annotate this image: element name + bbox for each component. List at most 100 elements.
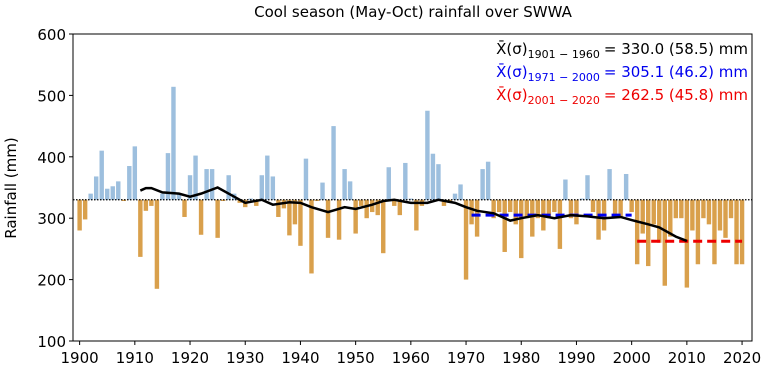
x-tick-label: 1910 xyxy=(116,349,154,367)
bar xyxy=(386,167,391,200)
bar xyxy=(143,199,149,211)
bar xyxy=(634,199,640,265)
bar xyxy=(491,199,496,219)
bar xyxy=(734,199,739,265)
bar xyxy=(739,199,745,265)
bar xyxy=(535,199,541,219)
bar xyxy=(165,153,171,200)
bar xyxy=(546,199,552,219)
bar xyxy=(93,176,99,200)
bar xyxy=(441,199,447,206)
bar xyxy=(463,199,469,280)
legend-entry: X̄(σ)1901 − 1960 = 330.0 (58.5) mm xyxy=(496,39,748,61)
bar xyxy=(563,179,568,200)
bar xyxy=(154,199,160,289)
bar xyxy=(436,164,441,200)
bar xyxy=(502,199,507,252)
x-tick-label: 1960 xyxy=(392,349,430,367)
legend-entry: X̄(σ)2001 − 2020 = 262.5 (45.8) mm xyxy=(496,85,748,107)
bar xyxy=(552,199,557,213)
x-tick-label: 1900 xyxy=(61,349,99,367)
bar xyxy=(138,199,143,257)
bar xyxy=(77,199,82,231)
bar xyxy=(392,199,397,206)
bar xyxy=(336,199,342,240)
bar xyxy=(474,199,480,237)
bar xyxy=(116,181,121,200)
bar xyxy=(524,199,529,219)
bar xyxy=(623,173,629,200)
bar xyxy=(88,193,93,200)
bar xyxy=(248,198,253,200)
bar xyxy=(353,199,358,234)
bar xyxy=(690,199,695,231)
y-tick-label: 600 xyxy=(37,26,66,44)
bar xyxy=(657,199,662,243)
bar xyxy=(585,175,590,200)
bar xyxy=(519,199,524,259)
bar xyxy=(220,199,226,202)
legend-value: = 305.1 (46.2) mm xyxy=(604,63,748,81)
bar xyxy=(480,169,485,200)
bar xyxy=(82,199,88,220)
running-mean-line xyxy=(139,186,688,243)
y-axis-label: Rainfall (mm) xyxy=(2,137,20,238)
legend-period: 2001 − 2020 xyxy=(528,94,600,107)
bar xyxy=(485,161,491,200)
legend-symbol: X̄(σ) xyxy=(496,85,528,104)
bar xyxy=(187,175,193,200)
bar xyxy=(408,198,414,200)
bar xyxy=(265,155,270,200)
bar xyxy=(342,169,347,200)
bar xyxy=(618,199,623,219)
legend-period: 1901 − 1960 xyxy=(528,48,600,61)
bar xyxy=(226,175,231,200)
bar xyxy=(414,199,419,231)
legend-value: = 262.5 (45.8) mm xyxy=(604,86,748,104)
x-tick-label: 1950 xyxy=(337,349,375,367)
x-tick-label: 2010 xyxy=(668,349,706,367)
bar xyxy=(298,199,303,246)
legend-value: = 330.0 (58.5) mm xyxy=(604,40,748,58)
bar xyxy=(679,199,684,219)
bar xyxy=(182,199,187,217)
bar xyxy=(723,199,728,238)
bar xyxy=(579,198,585,200)
bar xyxy=(728,199,734,219)
y-tick-label: 500 xyxy=(37,87,66,105)
bar xyxy=(590,199,596,213)
legend-symbol: X̄(σ) xyxy=(496,62,528,81)
bar xyxy=(325,199,331,238)
y-tick-label: 400 xyxy=(37,149,66,167)
chart-title: Cool season (May-Oct) rainfall over SWWA xyxy=(254,3,572,21)
legend-period: 1971 − 2000 xyxy=(528,71,600,84)
bar xyxy=(127,166,132,200)
x-tick-label: 1920 xyxy=(171,349,209,367)
bar xyxy=(668,199,673,237)
bar xyxy=(717,199,723,231)
bar xyxy=(646,199,651,267)
x-tick-label: 1940 xyxy=(281,349,319,367)
bar xyxy=(209,169,215,200)
bar xyxy=(364,199,369,219)
bar xyxy=(397,199,403,216)
bar xyxy=(132,146,138,200)
bar xyxy=(254,199,259,206)
bar xyxy=(160,193,165,200)
bar xyxy=(452,193,458,200)
y-tick-label: 300 xyxy=(37,210,66,228)
bar xyxy=(176,193,182,200)
x-tick-label: 1980 xyxy=(502,349,540,367)
bar xyxy=(403,162,408,200)
bar xyxy=(215,199,220,238)
bar xyxy=(110,186,115,200)
bar xyxy=(662,199,667,286)
legend-symbol: X̄(σ) xyxy=(496,39,528,58)
bar xyxy=(469,199,474,225)
y-tick-label: 200 xyxy=(37,272,66,290)
bar xyxy=(320,182,325,200)
bar xyxy=(198,199,204,235)
bar xyxy=(673,199,679,219)
bar xyxy=(303,158,309,200)
